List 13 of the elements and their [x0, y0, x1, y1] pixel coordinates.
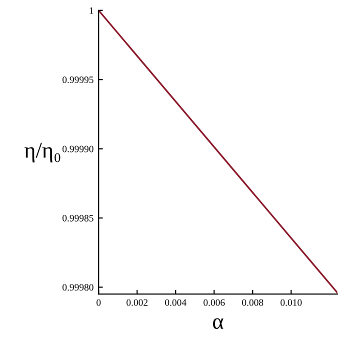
y-tick-label: 0.99990 [62, 146, 94, 152]
x-axis-title: α [213, 318, 224, 329]
x-tick-label: 0.010 [280, 299, 302, 306]
x-tick-label: 0.008 [242, 299, 264, 306]
x-tick-label: 0.006 [204, 299, 225, 306]
x-tick-label: 0 [96, 299, 101, 306]
y-tick-label: 0.99985 [62, 214, 94, 222]
x-tick-label: 0.004 [165, 299, 186, 306]
y-tick-label: 0.99995 [62, 76, 94, 84]
y-axis-title: η/η₀ [24, 142, 60, 162]
y-tick-label: 1 [90, 7, 94, 14]
y-tick-label: 0.99980 [62, 284, 94, 291]
x-tick-label: 0.002 [126, 299, 148, 306]
